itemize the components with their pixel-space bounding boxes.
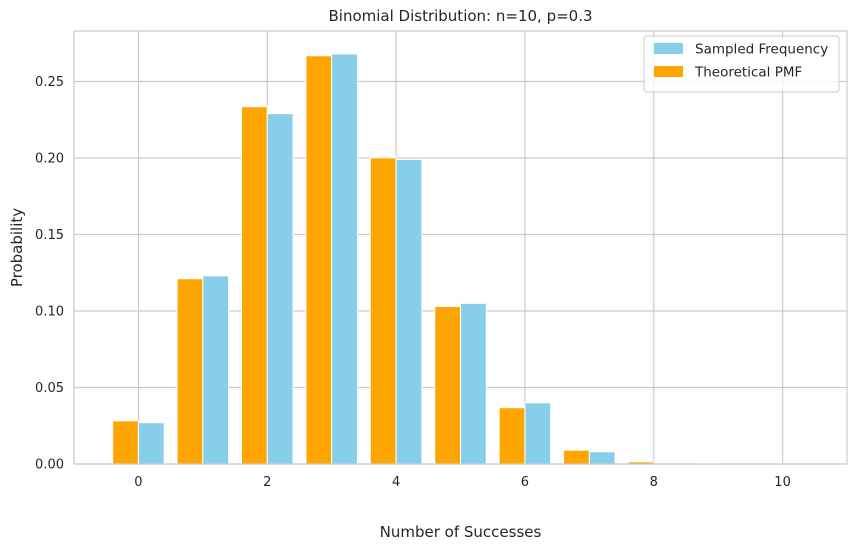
legend-label-sampled: Sampled Frequency — [695, 42, 828, 58]
theoretical-pmf-bar — [240, 106, 268, 465]
x-tick-label: 2 — [263, 475, 271, 490]
theoretical-pmf-bar — [112, 420, 139, 465]
legend-label-theoretical: Theoretical PMF — [694, 65, 802, 81]
sampled-frequency-bar — [202, 275, 230, 465]
x-tick-label: 6 — [521, 475, 529, 490]
theoretical-pmf-bar — [498, 407, 526, 465]
x-tick-label: 0 — [134, 475, 142, 490]
theoretical-pmf-bar — [563, 449, 590, 465]
legend: Sampled Frequency Theoretical PMF — [643, 35, 840, 93]
y-tick-label: 0.05 — [35, 381, 64, 396]
y-tick-label: 0.20 — [35, 151, 64, 166]
y-axis-label: Probability — [8, 208, 26, 287]
legend-box — [643, 35, 840, 93]
plot-frame — [73, 30, 848, 465]
y-tick-label: 0.10 — [35, 304, 64, 319]
x-tick-label: 10 — [774, 475, 791, 490]
theoretical-pmf-bar — [176, 278, 204, 465]
theoretical-pmf-bar — [369, 157, 397, 465]
sampled-frequency-bar — [524, 402, 552, 465]
legend-swatch-theoretical — [654, 66, 683, 77]
tick-labels: 0 2 4 6 8 10 0.00 0.05 0.10 0.15 0.20 0.25 — [35, 75, 791, 490]
y-tick-label: 0.15 — [35, 228, 64, 243]
y-tick-label: 0.00 — [35, 458, 64, 473]
sampled-frequency-bar — [331, 53, 358, 465]
sampled-frequency-bar — [266, 113, 294, 465]
y-tick-label: 0.25 — [35, 75, 64, 90]
theoretical-pmf-bar — [305, 55, 333, 465]
sampled-frequency-bar — [588, 451, 616, 465]
x-axis-label: Number of Successes — [380, 523, 542, 541]
theoretical-pmf-bar — [434, 306, 462, 465]
sampled-frequency-bar — [395, 159, 423, 465]
chart-title: Binomial Distribution: n=10, p=0.3 — [328, 7, 592, 25]
sampled-frequency-bar — [137, 422, 165, 465]
legend-swatch-sampled — [654, 43, 683, 54]
x-tick-label: 4 — [392, 475, 400, 490]
x-tick-label: 8 — [650, 475, 658, 490]
sampled-frequency-bar — [460, 302, 487, 465]
bars — [112, 53, 719, 465]
